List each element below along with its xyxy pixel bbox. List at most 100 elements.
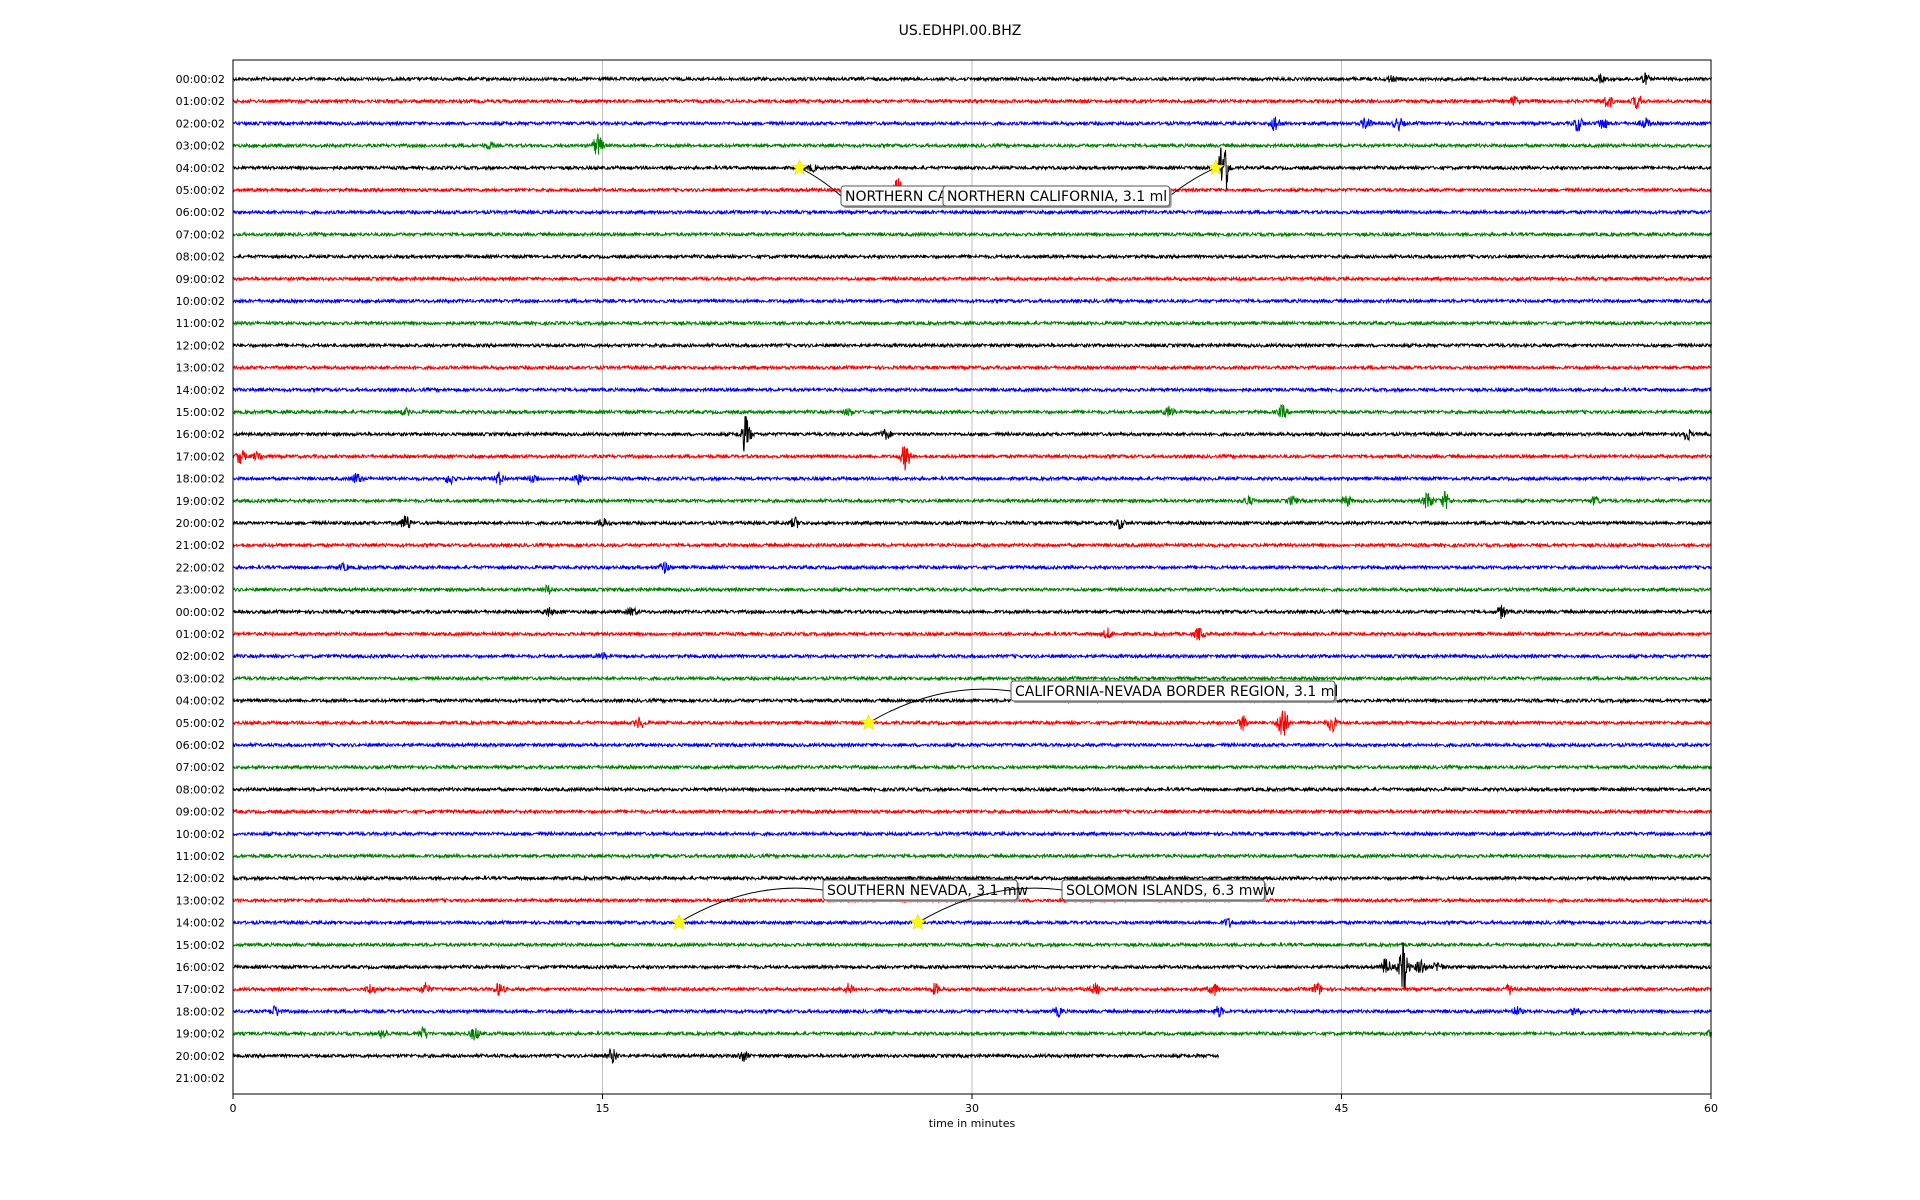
trace-row-34: [232, 830, 1712, 838]
event-annotation: CALIFORNIA-NEVADA BORDER REGION, 3.1 ml: [868, 680, 1338, 724]
hour-label: 18:00:02: [176, 473, 225, 486]
event-box: [822, 879, 1018, 901]
hour-label: 17:00:02: [176, 450, 225, 463]
trace-row-8: [232, 253, 1712, 261]
hour-label: 01:00:02: [176, 628, 225, 641]
trace-row-19: [232, 490, 1712, 510]
event-connector: [1169, 167, 1217, 197]
hour-label: 22:00:02: [176, 561, 225, 574]
trace-row-1: [232, 95, 1712, 109]
trace-row-39: [232, 941, 1712, 949]
event-label: CALIFORNIA-NEVADA BORDER REGION, 3.1 ml: [1015, 684, 1338, 700]
trace-row-42: [232, 1004, 1712, 1019]
trace-row-27: [232, 674, 1712, 682]
hour-label: 13:00:02: [176, 894, 225, 907]
trace-row-22: [232, 560, 1712, 574]
trace-row-4: [232, 147, 1712, 190]
hour-label: 05:00:02: [176, 184, 225, 197]
hour-label: 03:00:02: [176, 140, 225, 153]
trace-row-3: [233, 133, 1712, 155]
trace-row-23: [232, 584, 1712, 595]
hour-label: 07:00:02: [176, 228, 225, 241]
x-axis-label: time in minutes: [929, 1117, 1016, 1130]
hour-label: 02:00:02: [176, 650, 225, 663]
hour-label: 09:00:02: [176, 273, 225, 286]
hour-label: 13:00:02: [176, 362, 225, 375]
grid-lines: [602, 60, 1342, 1094]
x-tick-label: 0: [230, 1102, 237, 1115]
hour-label: 00:00:02: [176, 606, 225, 619]
hour-label: 06:00:02: [176, 206, 225, 219]
hour-label: 03:00:02: [176, 672, 225, 685]
trace-row-36: [232, 874, 1712, 882]
x-tick-label: 15: [596, 1102, 610, 1115]
hour-label: 07:00:02: [176, 761, 225, 774]
event-label: SOUTHERN NEVADA, 3.1 mw: [827, 883, 1028, 899]
event-annotation: SOLOMON ISLANDS, 6.3 mww: [917, 879, 1275, 924]
trace-row-9: [232, 275, 1712, 283]
hour-label: 11:00:02: [176, 317, 225, 330]
hour-label: 06:00:02: [176, 739, 225, 752]
hour-label: 14:00:02: [176, 917, 225, 930]
trace-row-15: [233, 403, 1712, 418]
event-connector: [917, 887, 1063, 924]
hour-label: 12:00:02: [176, 339, 225, 352]
hour-label: 21:00:02: [176, 1072, 225, 1085]
hour-label: 17:00:02: [176, 983, 225, 996]
x-tick-label: 30: [965, 1102, 979, 1115]
trace-row-30: [232, 741, 1712, 749]
event-star-icon: [1207, 158, 1225, 175]
event-annotation: SOUTHERN NEVADA, 3.1 mw: [678, 879, 1028, 924]
hour-label: 16:00:02: [176, 428, 225, 441]
event-connector: [799, 167, 842, 197]
trace-row-38: [232, 917, 1712, 929]
hour-label: 19:00:02: [176, 495, 225, 508]
hour-label: 00:00:02: [176, 73, 225, 86]
hour-label: 19:00:02: [176, 1028, 225, 1041]
event-annotation: NORTHERN CALIFORNIA, 3.1 ml: [942, 167, 1217, 208]
hour-labels: 00:00:02 01:00:02 02:00:02 03:00:02 04:00:02…: [176, 73, 225, 1085]
trace-row-13: [232, 364, 1712, 372]
trace-row-25: [232, 627, 1712, 641]
hour-label: 20:00:02: [176, 1050, 225, 1063]
x-axis: 0 15 30 45 60: [230, 1094, 1718, 1115]
trace-row-40: [232, 942, 1712, 991]
event-label: NORTHERN CALIFORNIA, 3.1 ml: [947, 189, 1167, 205]
hour-label: 21:00:02: [176, 539, 225, 552]
hour-label: 18:00:02: [176, 1005, 225, 1018]
event-connector: [868, 688, 1012, 724]
trace-row-2: [232, 116, 1712, 133]
trace-row-24: [232, 604, 1712, 620]
hour-label: 08:00:02: [176, 783, 225, 796]
event-box: [942, 185, 1171, 207]
trace-row-26: [232, 651, 1712, 660]
trace-row-18: [232, 471, 1712, 486]
trace-row-14: [232, 386, 1712, 394]
hour-label: 10:00:02: [176, 828, 225, 841]
event-annotations: NORTHERN CALIFORNIA, 3.1 mlNORTHERN CALI…: [670, 158, 1338, 930]
hour-label: 02:00:02: [176, 117, 225, 130]
trace-row-21: [232, 541, 1712, 549]
x-tick-label: 45: [1335, 1102, 1349, 1115]
event-box: [1061, 879, 1265, 901]
hour-label: 04:00:02: [176, 695, 225, 708]
chart-title: US.EDHPI.00.BHZ: [899, 23, 1022, 39]
trace-row-20: [232, 515, 1712, 530]
event-star-icon: [670, 913, 688, 930]
trace-row-17: [232, 446, 1712, 471]
hour-label: 11:00:02: [176, 850, 225, 863]
event-star-icon: [791, 158, 808, 175]
trace-row-43: [232, 1026, 1712, 1041]
hour-label: 23:00:02: [176, 584, 225, 597]
hour-label: 20:00:02: [176, 517, 225, 530]
trace-row-28: [232, 697, 1712, 705]
plot-frame: [232, 59, 1712, 1095]
hour-label: 16:00:02: [176, 961, 225, 974]
trace-row-10: [232, 297, 1712, 305]
hour-label: 09:00:02: [176, 806, 225, 819]
trace-row-32: [232, 785, 1712, 793]
trace-row-16: [232, 416, 1712, 452]
hour-label: 15:00:02: [176, 406, 225, 419]
trace-row-12: [232, 341, 1712, 349]
